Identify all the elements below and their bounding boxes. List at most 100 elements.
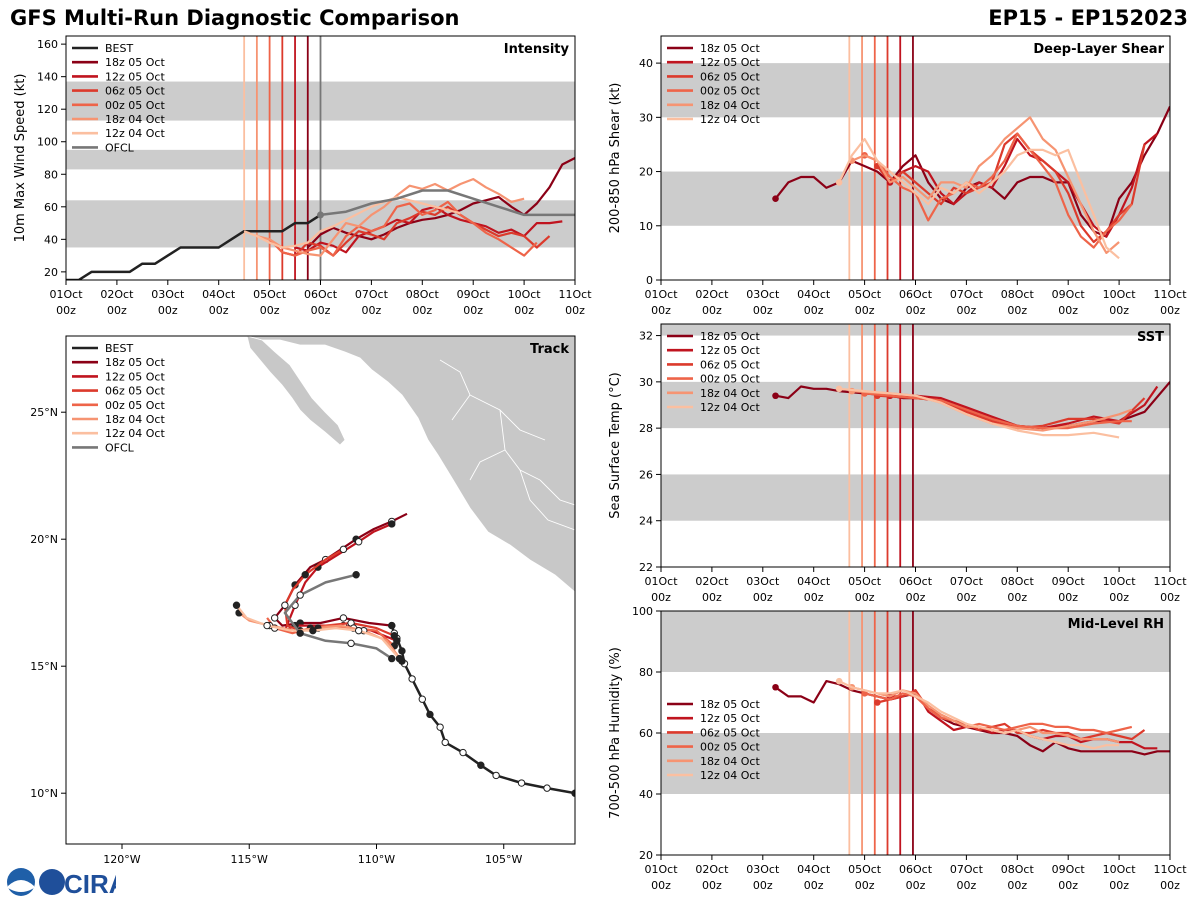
track-point	[296, 629, 304, 637]
track-frame	[65, 335, 576, 845]
state-border-5	[519, 469, 575, 531]
sst-panel-title: SST	[1137, 330, 1164, 345]
figure-title: GFS Multi-Run Diagnostic Comparison	[10, 6, 460, 30]
sst-init-point	[772, 392, 779, 400]
intensity-legend-label: OFCL	[105, 141, 135, 154]
track-point	[352, 571, 360, 579]
shear-xtick-label-day: 09Oct	[1052, 288, 1086, 301]
track-point	[270, 614, 279, 622]
track-point	[339, 614, 348, 622]
state-border-0	[439, 359, 471, 421]
rh-xtick-label-day: 01Oct	[644, 863, 678, 876]
intensity-xtick-label-day: 10Oct	[508, 288, 542, 301]
track-point	[388, 520, 396, 528]
rh-ylabel: 700-500 hPa Humidity (%)	[608, 647, 623, 819]
shear-xtick-label-hour: 00z	[753, 304, 773, 317]
sst-legend-label: 12z 04 Oct	[700, 401, 760, 414]
intensity-legend-label: 00z 05 Oct	[105, 99, 165, 112]
sst-legend-label: 00z 05 Oct	[700, 373, 760, 386]
rh-xtick-label-day: 03Oct	[746, 863, 780, 876]
track-legend-label: 12z 05 Oct	[105, 370, 165, 383]
sst-legend-label: 18z 05 Oct	[700, 330, 760, 343]
sst-band-1	[661, 381, 1170, 429]
sst-xtick-label-hour: 00z	[804, 591, 824, 604]
rh-xtick-label-day: 11Oct	[1153, 863, 1187, 876]
track-point	[398, 647, 406, 655]
sst-band-0	[661, 474, 1170, 521]
sst-xtick-label-day: 11Oct	[1153, 575, 1187, 588]
track-series-BEST	[390, 625, 575, 795]
track-legend-label: 06z 05 Oct	[105, 385, 165, 398]
rh-init-point	[874, 699, 881, 706]
track-ytick-label: 10°N	[30, 787, 58, 800]
track-panel: 10°N 15°N 20°N 25°N 120°W 115°W 110°W 105°W Trac…	[30, 335, 576, 866]
intensity-plot-area	[66, 36, 575, 280]
rh-xtick-label-day: 02Oct	[695, 863, 729, 876]
rh-init-point	[772, 683, 779, 691]
track-xtick-label: 120°W	[103, 853, 140, 866]
rh-panel-title: Mid-Level RH	[1068, 617, 1164, 632]
intensity-xtick-label-hour: 00z	[514, 304, 534, 317]
track-series-06z-05-Oct	[283, 548, 395, 637]
shear-xtick-label-hour: 00z	[651, 304, 671, 317]
sst-panel: 22 24 26 28 30 32 01Oct 00z 02Oct 00z 03Oct 00z 04Oc…	[608, 323, 1187, 604]
rh-xtick-label-hour: 00z	[651, 879, 671, 892]
track-point	[543, 784, 551, 792]
track-point	[492, 771, 500, 780]
rh-legend-label: 12z 05 Oct	[700, 712, 760, 725]
rh-xtick-label-hour: 00z	[906, 879, 926, 892]
rh-ytick-label: 80	[639, 666, 653, 679]
intensity-ytick-label: 80	[44, 168, 58, 181]
noaa-wave-icon	[8, 880, 34, 892]
intensity-xtick-label-day: 01Oct	[49, 288, 83, 301]
intensity-ytick-label: 60	[44, 201, 58, 214]
rh-xtick-label-day: 07Oct	[950, 863, 984, 876]
intensity-xtick-label-day: 06Oct	[304, 288, 338, 301]
intensity-series-OFCL	[320, 189, 575, 217]
rh-init-point	[835, 677, 843, 685]
shear-ytick-label: 20	[639, 166, 653, 179]
rh-xtick-label-day: 05Oct	[848, 863, 882, 876]
shear-band-1	[661, 63, 1170, 118]
shear-legend-label: 12z 04 Oct	[700, 113, 760, 126]
track-point	[390, 632, 399, 640]
intensity-xtick-label-day: 03Oct	[151, 288, 185, 301]
rh-xtick-label-day: 04Oct	[797, 863, 831, 876]
rh-xtick-label-hour: 00z	[804, 879, 824, 892]
shear-xtick-label-hour: 00z	[804, 304, 824, 317]
track-plot-area	[232, 336, 575, 797]
track-point	[517, 779, 526, 787]
sst-legend-label: 18z 04 Oct	[700, 387, 760, 400]
rh-xtick-label-day: 08Oct	[1001, 863, 1035, 876]
sst-xtick-label-day: 05Oct	[848, 575, 882, 588]
intensity-legend-label: 12z 04 Oct	[105, 127, 165, 140]
shear-xtick-label-hour: 00z	[1058, 304, 1078, 317]
intensity-xtick-label-day: 08Oct	[406, 288, 440, 301]
intensity-panel: 20 40 60 80 100 120 140 160 01Oct 00z 02Oct 00z 03Oc…	[13, 35, 592, 317]
track-series-OFCL	[283, 573, 393, 660]
shear-xtick-label-hour: 00z	[906, 304, 926, 317]
track-xtick-label: 105°W	[485, 853, 522, 866]
track-legend-label: BEST	[105, 342, 133, 355]
intensity-legend-label: 18z 05 Oct	[105, 56, 165, 69]
shear-xtick-label-hour: 00z	[1007, 304, 1027, 317]
sst-xtick-label-hour: 00z	[957, 591, 977, 604]
shear-legend-label: 18z 04 Oct	[700, 99, 760, 112]
rh-xtick-label-day: 10Oct	[1103, 863, 1137, 876]
sst-xtick-label-day: 04Oct	[797, 575, 831, 588]
shear-legend-label: 12z 05 Oct	[700, 56, 760, 69]
sst-xtick-label-day: 01Oct	[644, 575, 678, 588]
sst-xtick-label-hour: 00z	[1007, 591, 1027, 604]
track-ytick-label: 20°N	[30, 533, 58, 546]
track-point	[477, 761, 485, 769]
track-ytick-label: 25°N	[30, 406, 58, 419]
cira-logo: CIRA	[7, 868, 116, 898]
sst-plot-area	[661, 324, 1170, 567]
intensity-panel-title: Intensity	[504, 42, 570, 57]
sst-xtick-label-day: 06Oct	[899, 575, 933, 588]
sst-xtick-label-hour: 00z	[1109, 591, 1129, 604]
track-xtick-label: 115°W	[231, 853, 268, 866]
sst-ytick-label: 24	[639, 515, 653, 528]
